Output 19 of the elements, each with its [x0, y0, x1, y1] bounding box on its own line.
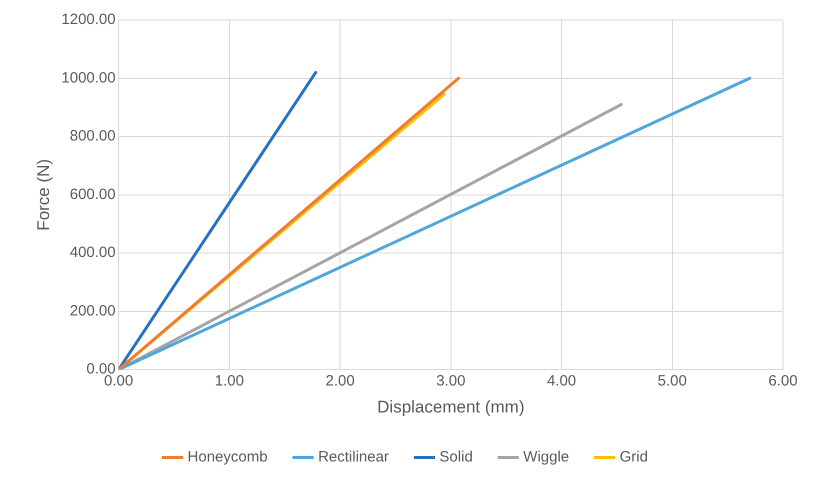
legend-label: Honeycomb [188, 448, 268, 466]
x-tick-label: 4.00 [546, 372, 576, 390]
legend-label: Solid [439, 448, 473, 466]
y-tick-label: 200.00 [70, 302, 116, 320]
y-axis-title: Force (N) [34, 158, 53, 231]
x-tick-label: 1.00 [214, 372, 244, 390]
y-tick-label: 400.00 [70, 244, 116, 262]
y-tick-label: 1000.00 [61, 69, 116, 86]
x-tick-label: 5.00 [658, 372, 687, 390]
y-tick-label: 800.00 [70, 128, 116, 145]
x-tick-label: 2.00 [325, 372, 355, 390]
y-tick-label: 600.00 [70, 186, 116, 203]
legend-label: Rectilinear [318, 448, 389, 466]
legend-label: Grid [620, 448, 648, 466]
x-tick-label: 3.00 [436, 372, 466, 390]
x-axis-title: Displacement (mm) [377, 397, 524, 416]
x-tick-label: 6.00 [768, 372, 798, 390]
y-tick-label: 1200.00 [61, 11, 116, 28]
legend-label: Wiggle [523, 448, 570, 466]
